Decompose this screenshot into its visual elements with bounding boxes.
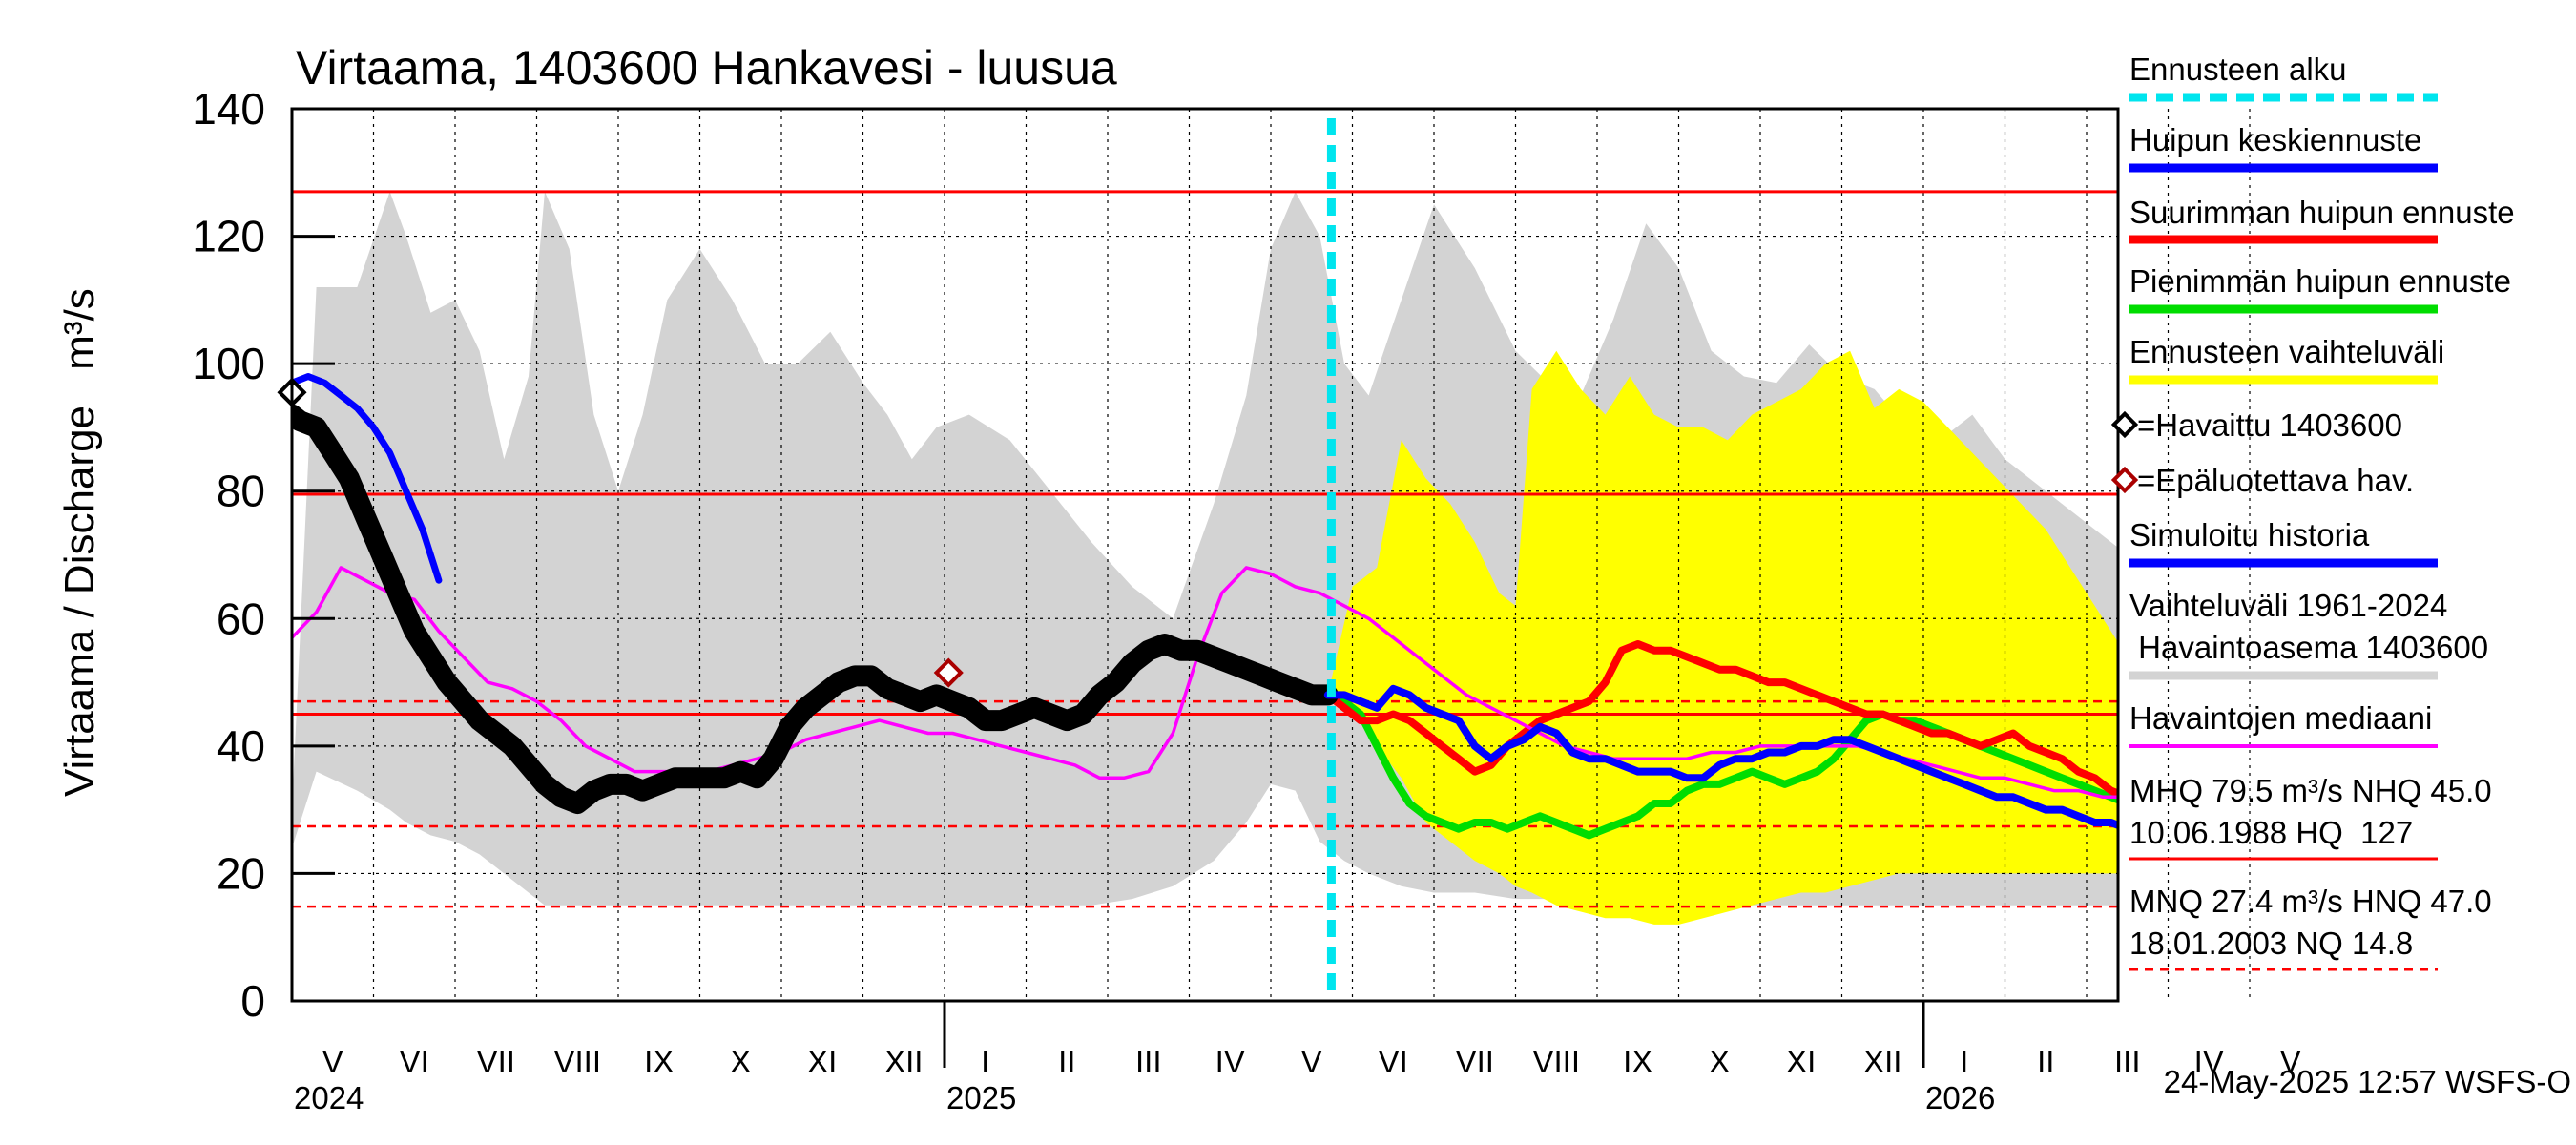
month-label: VIII xyxy=(1532,1044,1580,1079)
month-label: IX xyxy=(1623,1044,1652,1079)
month-label: IV xyxy=(1215,1044,1245,1079)
month-label: V xyxy=(322,1044,343,1079)
y-tick-label: 0 xyxy=(240,976,265,1026)
year-label: 2024 xyxy=(294,1080,364,1115)
month-label: VII xyxy=(477,1044,515,1079)
month-label: V xyxy=(1301,1044,1322,1079)
legend: Ennusteen alku Huipun keskiennuste Suuri… xyxy=(2110,52,2515,971)
month-label: VI xyxy=(1379,1044,1408,1079)
legend-peak-mean-label: Huipun keskiennuste xyxy=(2129,122,2421,157)
y-tick-label: 40 xyxy=(217,721,265,771)
chart-title: Virtaama, 1403600 Hankavesi - luusua xyxy=(296,41,1117,94)
y-tick-label: 100 xyxy=(192,339,265,388)
month-label: X xyxy=(1709,1044,1730,1079)
month-label: VII xyxy=(1456,1044,1494,1079)
month-label: IV xyxy=(2194,1044,2224,1079)
series-huipun-keskiennuste xyxy=(1323,684,2118,830)
year-label: 2026 xyxy=(1925,1080,1995,1115)
y-axis-unit: m³/s xyxy=(56,288,103,370)
month-label: II xyxy=(2037,1044,2054,1079)
month-label: XII xyxy=(1863,1044,1901,1079)
month-label: XI xyxy=(807,1044,837,1079)
legend-stats-line1: MHQ 79.5 m³/s NHQ 45.0 xyxy=(2129,773,2492,808)
legend-simulated-label: Simuloitu historia xyxy=(2129,517,2370,552)
legend-peak-max-label: Suurimman huipun ennuste xyxy=(2129,195,2515,230)
month-label: I xyxy=(981,1044,989,1079)
legend-range-label: Vaihteluväli 1961-2024 xyxy=(2129,588,2447,623)
marker-epaluotettava-hav xyxy=(933,657,964,688)
legend-unreliable-label: =Epäluotettava hav. xyxy=(2137,463,2414,498)
month-label: X xyxy=(730,1044,751,1079)
month-label: IX xyxy=(644,1044,674,1079)
month-label: I xyxy=(1960,1044,1968,1079)
month-label: VIII xyxy=(553,1044,601,1079)
footer-timestamp: 24-May-2025 12:57 WSFS-O xyxy=(2164,1064,2571,1099)
observed-marker-icon xyxy=(2110,410,2139,439)
legend-observed-label: =Havaittu 1403600 xyxy=(2137,407,2402,443)
series-havaintojen-mediaani xyxy=(292,566,2118,800)
legend-forecast-start-label: Ennusteen alku xyxy=(2129,52,2347,87)
series-simuloitu-historia xyxy=(292,373,443,584)
series-pienimman-huipun-ennuste xyxy=(1323,691,2118,840)
month-label: V xyxy=(2280,1044,2301,1079)
month-label: III xyxy=(1135,1044,1162,1079)
y-tick-label: 80 xyxy=(217,467,265,516)
plot-frame xyxy=(290,107,2120,1003)
month-label: II xyxy=(1058,1044,1075,1079)
y-tick-label: 20 xyxy=(217,848,265,898)
month-label: XI xyxy=(1786,1044,1816,1079)
unreliable-marker-icon xyxy=(2110,466,2139,494)
month-label: VI xyxy=(400,1044,429,1079)
legend-stats-line4: 18.01.2003 NQ 14.8 xyxy=(2129,926,2413,961)
month-label: XII xyxy=(884,1044,923,1079)
legend-stats-line3: MNQ 27.4 m³/s HNQ 47.0 xyxy=(2129,884,2492,919)
legend-range-station-label: Havaintoasema 1403600 xyxy=(2129,630,2488,665)
month-label: III xyxy=(2114,1044,2141,1079)
legend-median-label: Havaintojen mediaani xyxy=(2129,700,2432,736)
y-tick-label: 60 xyxy=(217,593,265,643)
series-havaittu-1403600 xyxy=(292,404,1339,814)
legend-forecast-range-label: Ennusteen vaihteluväli xyxy=(2129,334,2444,369)
legend-peak-min-label: Pienimmän huipun ennuste xyxy=(2129,263,2511,299)
y-tick-label: 120 xyxy=(192,212,265,261)
legend-stats-line2: 10.06.1988 HQ 127 xyxy=(2129,815,2413,850)
y-tick-label: 140 xyxy=(192,84,265,134)
year-label: 2025 xyxy=(946,1080,1016,1115)
y-axis-label: Virtaama / Discharge xyxy=(56,406,103,797)
